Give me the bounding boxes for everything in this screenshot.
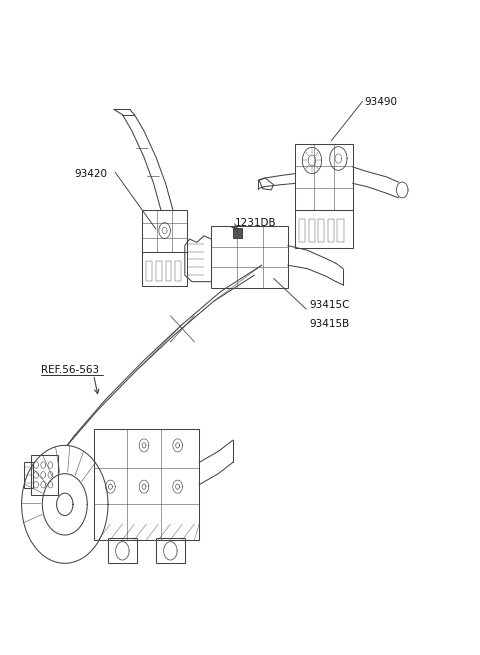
Bar — [328, 219, 334, 242]
Bar — [175, 261, 181, 281]
Bar — [108, 538, 137, 563]
Bar — [309, 219, 315, 242]
Bar — [166, 261, 171, 281]
Bar — [299, 219, 305, 242]
Bar — [295, 144, 353, 210]
Bar — [233, 228, 242, 238]
Text: 93415C: 93415C — [310, 299, 350, 310]
Bar — [337, 219, 344, 242]
Text: REF.56-563: REF.56-563 — [41, 365, 99, 375]
Bar — [31, 455, 58, 495]
Text: 1231DB: 1231DB — [235, 217, 277, 228]
Text: 93415B: 93415B — [310, 319, 350, 329]
Bar — [211, 226, 288, 288]
Text: 93490: 93490 — [365, 96, 398, 107]
Bar — [318, 219, 324, 242]
Bar — [156, 538, 185, 563]
Text: 93420: 93420 — [74, 168, 108, 179]
Bar — [146, 261, 152, 281]
Bar — [94, 429, 199, 540]
Bar — [295, 210, 353, 248]
Bar — [24, 462, 33, 488]
Bar — [142, 210, 187, 252]
Bar — [156, 261, 162, 281]
Bar — [142, 252, 187, 286]
